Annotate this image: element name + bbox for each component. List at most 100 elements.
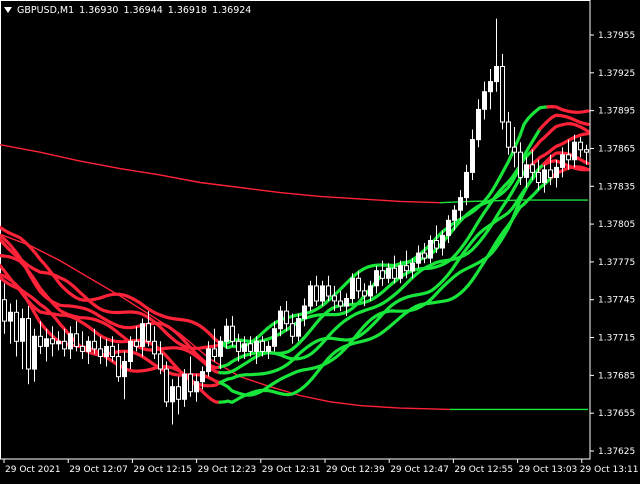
x-tick-label: 29 Oct 12:39 [326,465,385,475]
candle-body [56,340,61,345]
candle [362,283,367,306]
candle-body [164,368,169,403]
candle-body [80,345,85,352]
candle-body [206,348,211,373]
candle [332,285,337,312]
candle [278,306,283,337]
candle-body [122,361,127,378]
ma-line-1-red1 [0,254,222,375]
candle [482,81,487,120]
candle-body [14,311,19,342]
candle [86,336,91,364]
candle [302,298,307,327]
candle-body [302,305,307,320]
candle [230,316,235,347]
close-price: 1.36924 [212,4,252,16]
candle-body [176,386,181,400]
candle-body [548,169,553,178]
high-price: 1.36944 [123,4,163,16]
candle [242,336,247,359]
candle [488,69,493,110]
candle-body [2,299,7,322]
candle [20,308,25,370]
x-tick-label: 29 Oct 13:03 [519,465,578,475]
chart-header: GBPUSD,M1 1.36930 1.36944 1.36918 1.3692… [4,3,256,17]
candle [422,243,427,264]
candle [194,374,199,402]
candle [380,260,385,286]
candle-body [8,311,13,322]
y-tick-label: 1.37955 [598,31,635,41]
candle [368,280,373,301]
candle-body [572,141,577,161]
candle [248,336,253,357]
candle [8,303,13,344]
candle [272,321,277,352]
ma-line-2-red1 [0,233,222,370]
candle [98,336,103,364]
candle [122,351,127,400]
candle-body [524,164,529,178]
candle [440,230,445,256]
y-tick-label: 1.37895 [598,107,635,117]
y-tick-label: 1.37685 [598,371,635,381]
candle [116,343,121,382]
candle-body [380,270,385,279]
candle-body [566,154,571,161]
candle [218,336,223,370]
candle [536,159,541,191]
slow-ma-lower-red [0,233,451,411]
candle [374,265,379,294]
candle-body [44,338,49,347]
candle [212,328,217,362]
candle [524,157,529,188]
candle-body [272,328,277,347]
candle-body [398,265,403,279]
collapse-triangle-icon[interactable] [4,7,12,13]
candle-body [188,373,193,393]
candle [410,258,415,279]
candle [434,225,439,254]
candle-body [500,66,505,123]
candle [308,280,313,312]
candle-body [128,340,133,362]
ma-line-4-red1 [0,237,222,350]
chart-frame [0,0,591,460]
candle-body [392,267,397,279]
candle [320,280,325,306]
candle [284,301,289,332]
candle [158,341,163,375]
candle-body [488,81,493,93]
candle-body [110,345,115,357]
candle-body [446,219,451,236]
x-tick-label: 29 Oct 12:47 [390,465,449,475]
candle [296,313,301,342]
candle [458,190,463,221]
candle [32,328,37,382]
candle-body [404,265,409,272]
candle [266,341,271,359]
candle [530,149,535,180]
candle [338,290,343,312]
candle-body [254,340,259,352]
candle-body [236,340,241,352]
candle-body [476,108,481,141]
candle-body [152,340,157,355]
low-price: 1.36918 [167,4,208,16]
ma-line-4-green [218,127,542,346]
candle [470,129,475,180]
candle-body [314,285,319,302]
candle [152,326,157,359]
candle [236,333,241,362]
candle [350,273,355,304]
candle-body [86,340,91,352]
candle [398,260,403,284]
candle-body [98,348,103,357]
candle-body [308,285,313,307]
candle [224,318,229,349]
x-tick-label: 29 Oct 12:07 [69,465,128,475]
y-tick-label: 1.37775 [598,258,635,268]
candle-body [260,340,265,352]
